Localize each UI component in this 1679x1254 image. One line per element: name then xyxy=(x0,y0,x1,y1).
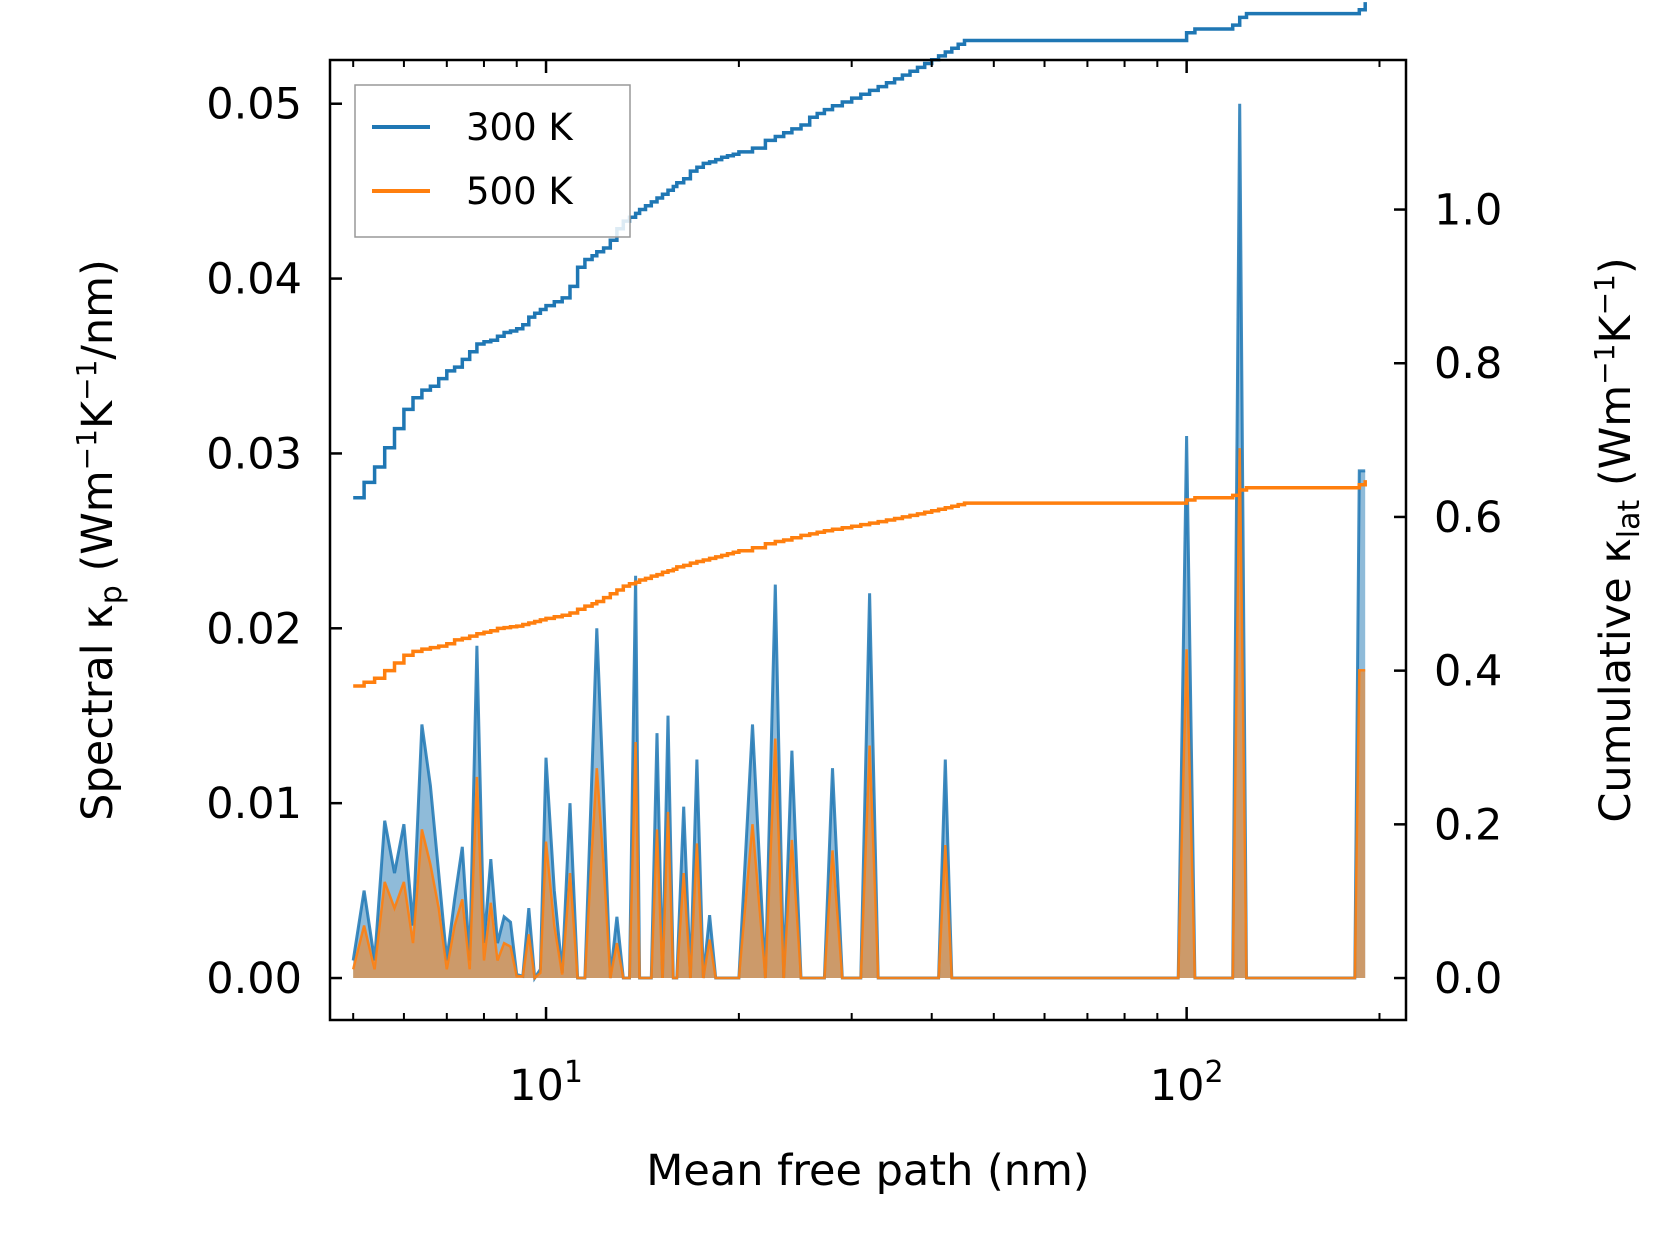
right-axis-title-sub: lat xyxy=(1612,500,1647,539)
left-axis-title: Spectral κp (Wm−1K−1/nm) xyxy=(70,259,129,821)
right-axis-title-sup2: −1 xyxy=(1588,274,1621,315)
left-tick-label: 0.03 xyxy=(206,429,302,479)
left-tick-label: 0.02 xyxy=(206,604,302,654)
legend-label-500k: 500 K xyxy=(466,170,574,213)
plot-frame xyxy=(328,58,1408,1022)
right-tick-label: 0.4 xyxy=(1434,647,1502,697)
cumulative-line-500k xyxy=(353,480,1367,688)
right-tick-label: 0.8 xyxy=(1434,339,1502,389)
right-axis-title-unit-c: ) xyxy=(1591,257,1641,274)
x-tick-label: 101 xyxy=(509,1055,583,1111)
legend-label-300k: 300 K xyxy=(466,106,574,149)
right-axis-title-unit-a: (Wm xyxy=(1591,385,1641,500)
left-axis-title-unit-b: K xyxy=(73,399,123,429)
left-axis-title-sup2: −1 xyxy=(70,360,103,401)
x-tick-label: 102 xyxy=(1150,1055,1224,1111)
left-axis-title-unit-a: (Wm xyxy=(73,470,123,585)
left-tick-label: 0.00 xyxy=(206,954,302,1004)
left-tick-label: 0.04 xyxy=(206,255,302,305)
x-axis-title: Mean free path (nm) xyxy=(646,1146,1089,1196)
left-axis-title-sup1: −1 xyxy=(70,429,103,470)
right-tick-label: 0.0 xyxy=(1434,954,1502,1004)
left-tick-label: 0.05 xyxy=(206,80,302,130)
left-tick-label: 0.01 xyxy=(206,779,302,829)
left-axis-title-sub: p xyxy=(94,585,129,604)
right-axis-title-main: Cumulative κ xyxy=(1591,538,1641,822)
right-tick-label: 0.6 xyxy=(1434,493,1502,543)
legend: 300 K 500 K xyxy=(354,84,631,238)
legend-box xyxy=(354,84,631,238)
right-tick-label: 0.2 xyxy=(1434,800,1502,850)
right-axis-title-sup1: −1 xyxy=(1588,344,1621,385)
left-axis-title-main: Spectral κ xyxy=(73,604,123,821)
right-axis-title-unit-b: K xyxy=(1591,314,1641,344)
right-tick-label: 1.0 xyxy=(1434,186,1502,236)
right-axis-title: Cumulative κlat (Wm−1K−1) xyxy=(1588,257,1647,822)
left-axis-title-unit-c: /nm) xyxy=(73,259,123,359)
spectral-line-500k xyxy=(351,448,1366,981)
